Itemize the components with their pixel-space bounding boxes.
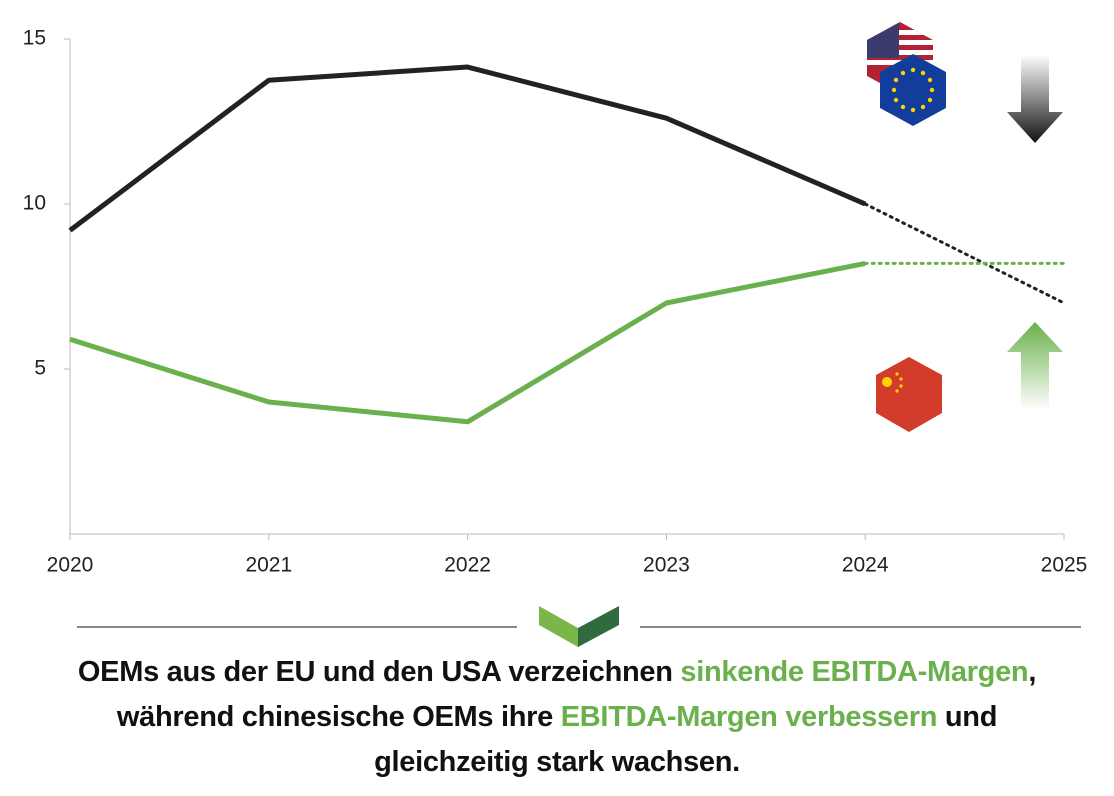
y-tick-label: 15 [23,27,46,50]
caption-highlight: sinkende EBITDA-Margen [680,656,1029,688]
x-tick-label: 2022 [444,554,491,577]
chevron-right [578,606,619,647]
chart: 5 10 15 2020 2021 2022 2023 2024 2025 [23,22,1088,577]
caption-text: und gleichzeitig stark wachsen. [374,701,998,778]
x-tick-label: 2021 [245,554,292,577]
x-tick-label: 2025 [1041,554,1088,577]
down-arrow [1007,55,1063,143]
up-arrow [1007,322,1063,410]
caption: OEMs aus der EU und den USA verzeichnen … [77,650,1037,785]
series-line [69,260,866,425]
x-tick-label: 2023 [643,554,690,577]
caption-text: OEMs aus der EU und den USA verzeichnen [77,656,681,688]
x-tick-label: 2024 [842,554,889,577]
cn-flag [876,357,942,432]
chevron-left [539,606,578,647]
series-forecast-line [863,202,1066,305]
eu-flag [880,54,946,126]
separator [77,606,1081,647]
y-tick-label: 10 [23,192,46,215]
y-tick-label: 5 [34,357,46,380]
x-tick-label: 2020 [47,554,94,577]
caption-highlight: EBITDA-Margen verbessern [560,701,938,733]
series-line [68,64,867,233]
caption-text: , während chinesische OEMs ihre [116,656,1037,733]
